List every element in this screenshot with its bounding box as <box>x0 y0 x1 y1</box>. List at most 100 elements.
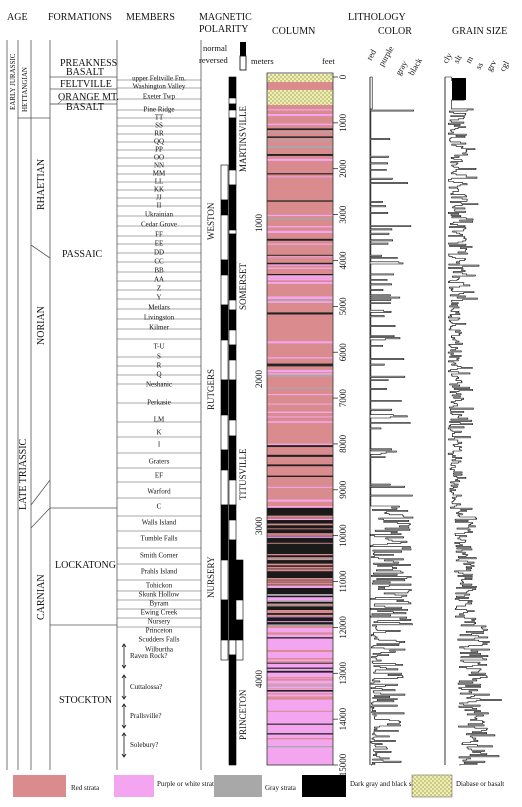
grain-axis-m: m <box>463 54 475 65</box>
stratum-band <box>267 685 333 687</box>
reversed-polarity-band <box>228 519 237 541</box>
age-early-jurassic: EARLY JURASSIC <box>9 53 17 110</box>
legend-black-swatch <box>302 775 346 797</box>
stratum-band <box>267 267 333 269</box>
normal-polarity-band <box>220 259 229 276</box>
reversed-polarity-band <box>228 97 237 105</box>
stratum-band <box>267 464 333 467</box>
stratum-band <box>267 200 333 202</box>
stratum-band <box>267 582 333 585</box>
arrow-head <box>121 674 127 679</box>
stratum-band <box>267 542 333 544</box>
member-label: K <box>156 429 161 437</box>
stratum-band <box>267 238 333 241</box>
feet-tick-label: 13000 <box>338 662 348 685</box>
stockton-member-label: Raven Rock? <box>130 652 168 660</box>
color-axis-gray: gray <box>393 58 410 77</box>
formation-preakness-basalt: BASALT <box>66 67 104 78</box>
formation-preakness: PREAKNESS <box>60 58 117 69</box>
stratum-band <box>267 614 333 617</box>
member-label: FF <box>155 231 163 239</box>
stratum-band <box>267 370 333 373</box>
stratum-band <box>267 363 333 366</box>
stratum-band <box>267 374 333 377</box>
stratum-band <box>267 299 333 301</box>
member-label: RR <box>154 130 164 138</box>
stratum-band <box>267 139 333 142</box>
legend: Red strata Purple or white strata Gray s… <box>13 774 504 798</box>
stratum-band <box>267 262 333 265</box>
feet-tick-label: 14000 <box>338 707 348 730</box>
member-label: Cedar Grove <box>141 221 177 229</box>
header-grain-size: GRAIN SIZE <box>452 26 507 37</box>
normal-polarity-band <box>235 559 244 601</box>
meter-tick-1000: 1000 <box>254 214 264 233</box>
zone-titusville: TITUSVILLE <box>238 448 248 500</box>
normal-polarity-band <box>220 599 229 641</box>
formation-orange-basalt: BASALT <box>66 102 104 113</box>
legend-gray-label: Gray strata <box>265 784 297 792</box>
grain-axis-cgl: cgl <box>497 58 511 73</box>
zone-nursery: NURSERY <box>206 556 216 598</box>
stratum-band <box>267 746 333 748</box>
member-label: Tohickon <box>146 582 173 590</box>
stratum-band <box>267 670 333 673</box>
stratum-band <box>267 616 333 618</box>
stratum-band <box>267 256 333 258</box>
reversed-polarity-band <box>228 359 237 381</box>
stratum-band <box>267 534 333 536</box>
stratum-band <box>267 243 333 245</box>
member-label: Z <box>157 285 161 293</box>
reversed-polarity-band <box>228 109 237 119</box>
member-label: R <box>157 362 162 370</box>
member-label: DD <box>154 249 164 257</box>
reversed-polarity-band <box>220 469 229 506</box>
stratum-band <box>267 563 333 566</box>
stratum-band <box>267 357 333 359</box>
legend-red-swatch <box>13 775 66 797</box>
stockton-member-label: Cuttalossa? <box>130 683 162 691</box>
header-formations: FORMATIONS <box>48 12 112 23</box>
member-label: SS <box>155 122 163 130</box>
member-label: Ewing Creek <box>141 609 178 617</box>
stratum-band <box>267 523 333 526</box>
member-label: Q <box>156 371 161 379</box>
normal-polarity-band <box>235 619 244 641</box>
normal-polarity-band <box>220 504 229 561</box>
member-label: Kilmer <box>149 324 169 332</box>
stratum-band <box>267 296 333 299</box>
grain-log-trace <box>445 76 502 766</box>
stratum-band <box>267 123 333 126</box>
member-label: Livingston <box>144 314 175 322</box>
reversed-polarity-band <box>228 229 237 235</box>
stratum-band <box>267 688 333 690</box>
stratum-band <box>267 226 333 228</box>
stratum-band <box>267 411 333 414</box>
member-label: Washington Valley <box>133 83 186 91</box>
stratum-band <box>267 658 333 660</box>
stratum-band <box>267 557 333 559</box>
stratum-band <box>267 597 333 600</box>
reversed-polarity-band <box>235 599 244 621</box>
member-label: I <box>158 441 161 449</box>
table-grid <box>6 40 202 770</box>
normal-polarity-band <box>228 117 237 171</box>
member-label: Neshanic <box>146 381 172 389</box>
formation-stockton: STOCKTON <box>59 695 112 706</box>
normal-polarity-band <box>228 654 237 766</box>
unit-meters: meters <box>251 56 274 66</box>
arrow-head <box>121 732 127 737</box>
stratum-band <box>267 301 333 303</box>
basalt-band <box>267 74 333 82</box>
zone-weston: WESTON <box>206 202 216 240</box>
stratum-band <box>267 154 333 156</box>
stratum-band <box>267 598 333 601</box>
color-axis-black: black <box>406 55 424 77</box>
stratum-band <box>267 421 333 423</box>
feet-tick-label: 0 <box>338 74 348 79</box>
stratum-band <box>267 603 333 606</box>
age-late-triassic: LATE TRIASSIC <box>18 438 29 510</box>
arrow-head <box>121 695 127 700</box>
member-label: T-U <box>153 343 164 351</box>
stratum-band <box>267 109 333 111</box>
